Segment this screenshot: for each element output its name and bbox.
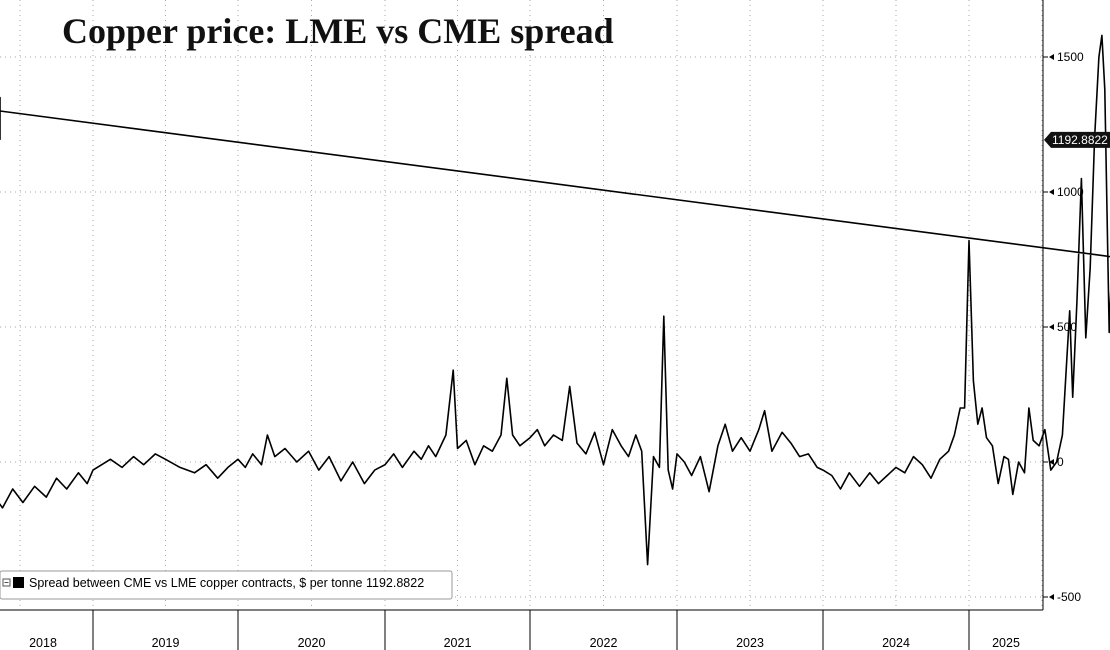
- grid-layer: [0, 0, 1043, 610]
- x-tick-label: 2022: [590, 636, 618, 650]
- legend: Spread between CME vs LME copper contrac…: [0, 570, 453, 600]
- y-tick-arrow: [1049, 459, 1054, 465]
- last-value-badge-shape: [1044, 131, 1110, 148]
- last-value-badge: 1192.8822: [1044, 131, 1110, 148]
- x-tick-label: 2021: [444, 636, 472, 650]
- chart-title: Copper price: LME vs CME spread: [62, 11, 614, 51]
- x-tick-label: 2020: [298, 636, 326, 650]
- y-tick-arrow: [1049, 189, 1054, 195]
- x-tick-label: 2023: [736, 636, 764, 650]
- legend-swatch: [13, 577, 24, 588]
- x-tick-label: 2024: [882, 636, 910, 650]
- legend-label: Spread between CME vs LME copper contrac…: [29, 576, 424, 590]
- y-tick-label: 1000: [1057, 185, 1084, 199]
- y-tick-label: -500: [1057, 590, 1081, 604]
- last-value-text: 1192.8822: [1052, 133, 1108, 147]
- y-tick-label: 1500: [1057, 50, 1084, 64]
- y-tick-label: 500: [1057, 320, 1077, 334]
- y-tick-arrow: [1049, 54, 1054, 60]
- x-tick-label: 2018: [29, 636, 57, 650]
- y-tick-label: 0: [1057, 455, 1064, 469]
- x-tick-label: 2025: [992, 636, 1020, 650]
- axis-layer: [0, 0, 1044, 611]
- y-tick-arrow: [1049, 594, 1054, 600]
- x-axis-labels: 2018 2019 2020 2021 2022 2023 2024 2025: [29, 610, 1020, 650]
- x-tick-label: 2019: [152, 636, 180, 650]
- legend-box: [0, 570, 453, 600]
- line-layer: [0, 34, 1110, 566]
- series-line: [0, 34, 1110, 566]
- y-tick-arrow: [1049, 324, 1054, 330]
- y-axis-labels: -500 0 500 1000 1500: [1043, 50, 1084, 604]
